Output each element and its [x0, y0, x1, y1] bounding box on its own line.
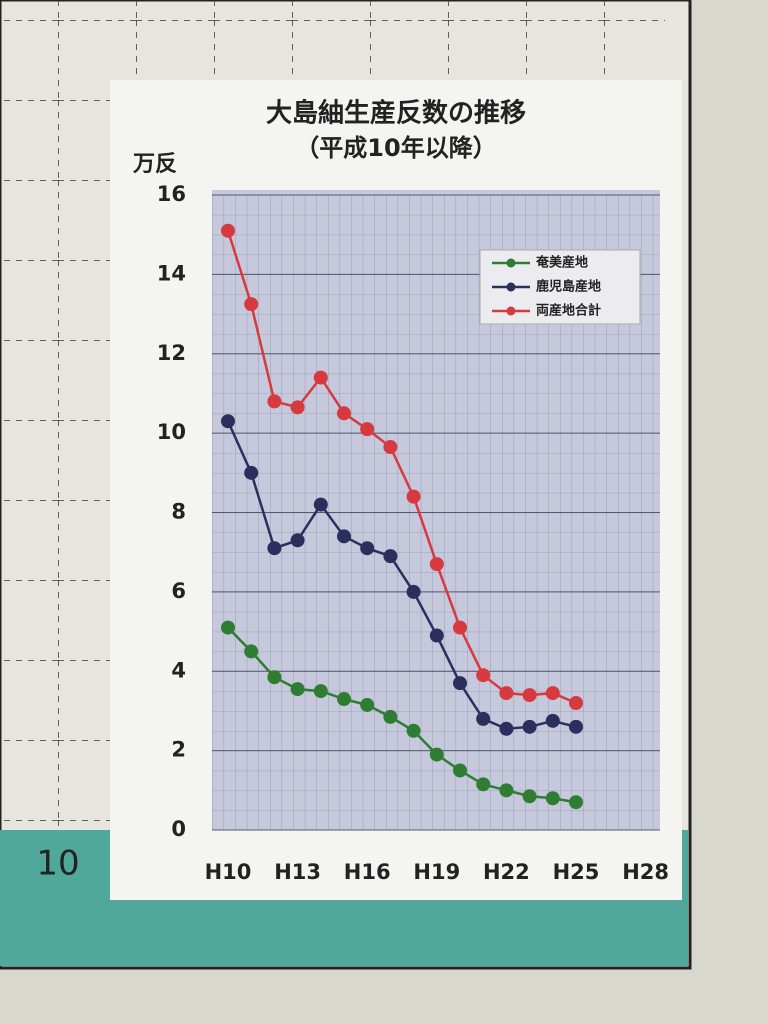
y-tick-label: 14 [157, 261, 186, 285]
data-point [499, 783, 514, 798]
data-point [522, 688, 537, 703]
board-label: 10 [36, 844, 79, 884]
x-tick-label: H13 [274, 860, 321, 884]
data-point [406, 584, 421, 599]
data-point [337, 692, 351, 707]
data-point [406, 723, 421, 738]
legend-marker [506, 306, 516, 316]
data-point [476, 711, 491, 726]
legend-label: 奄美産地 [535, 255, 588, 271]
data-point [429, 557, 444, 572]
series-line [226, 420, 577, 731]
data-point [383, 440, 398, 455]
data-point [221, 414, 235, 429]
data-point [569, 795, 583, 810]
data-point [267, 541, 282, 556]
data-point [476, 777, 491, 792]
legend-marker [506, 282, 516, 292]
data-point [221, 223, 235, 238]
data-point [453, 676, 467, 691]
data-point [569, 719, 583, 734]
data-point [429, 747, 444, 762]
data-point [545, 791, 560, 806]
data-point [545, 713, 560, 728]
chart-subtitle: （平成10年以降） [295, 134, 496, 162]
x-tick-label: H25 [553, 860, 600, 884]
data-point [313, 497, 328, 512]
y-tick-label: 6 [171, 579, 186, 603]
data-point [545, 686, 560, 701]
data-point [244, 297, 259, 312]
data-point [522, 719, 537, 734]
data-point [267, 670, 282, 685]
x-tick-label: H16 [344, 860, 391, 884]
data-point [313, 370, 328, 385]
data-point [360, 697, 375, 712]
legend-label: 両産地合計 [536, 303, 601, 319]
y-axis-label: 万反 [132, 152, 177, 177]
x-tick-label: H22 [483, 860, 530, 884]
legend-marker [506, 258, 516, 268]
legend-label: 鹿児島産地 [536, 279, 601, 295]
data-point [406, 489, 421, 504]
data-point [244, 465, 259, 480]
data-point [337, 529, 351, 544]
y-tick-label: 16 [157, 182, 186, 206]
chart-title: 大島紬生産反数の推移 [266, 98, 526, 129]
data-point [522, 789, 537, 804]
data-point [290, 682, 305, 697]
data-point [476, 668, 491, 683]
data-point [499, 721, 514, 736]
data-point [244, 644, 259, 659]
data-point [221, 620, 235, 635]
data-point [453, 620, 467, 635]
data-point [313, 684, 328, 699]
data-point [383, 709, 398, 724]
series-line [227, 626, 577, 804]
data-point [499, 686, 514, 701]
x-tick-label: H28 [622, 860, 669, 884]
data-point [267, 394, 282, 409]
y-tick-label: 12 [157, 341, 186, 365]
data-point [337, 406, 351, 421]
data-point [453, 763, 467, 778]
data-point [383, 549, 398, 564]
data-point [290, 533, 305, 548]
x-tick-label: H10 [205, 860, 252, 884]
data-point [569, 696, 583, 710]
data-point [290, 400, 305, 415]
x-tick-label: H19 [413, 860, 460, 884]
data-point [360, 541, 375, 556]
y-tick-label: 4 [171, 658, 186, 682]
y-tick-label: 8 [171, 500, 186, 524]
series-line [226, 230, 577, 705]
data-point [360, 422, 375, 437]
data-point [429, 628, 444, 643]
y-tick-label: 2 [171, 738, 186, 762]
y-tick-label: 0 [171, 817, 186, 841]
y-tick-label: 10 [157, 420, 186, 444]
